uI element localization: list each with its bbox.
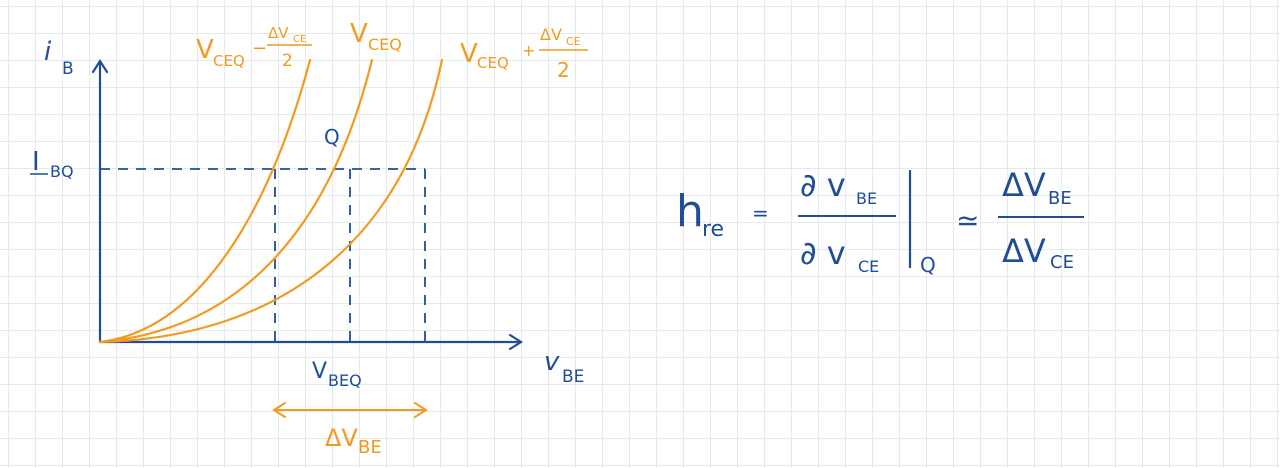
delta-vbe-label: ΔV bbox=[325, 424, 358, 452]
characteristic-curves bbox=[98, 58, 444, 344]
y-axis-arrow bbox=[91, 58, 109, 74]
formula-denominator-sub: CE bbox=[858, 257, 879, 276]
curve-vceq-plus bbox=[98, 58, 444, 344]
axes bbox=[91, 58, 524, 351]
svg-text:−: − bbox=[252, 38, 267, 59]
formula-rhs-numerator: ΔV bbox=[1002, 166, 1046, 204]
formula-equals: = bbox=[752, 201, 769, 225]
curve-vceq bbox=[98, 58, 374, 344]
curve-vceq-minus bbox=[98, 58, 312, 344]
svg-text:CE: CE bbox=[566, 35, 581, 48]
x-axis-label-sub: BE bbox=[562, 367, 584, 387]
dashed-guides bbox=[100, 168, 426, 342]
curve-label-center: V CEQ bbox=[350, 19, 402, 54]
formula-approx: ≃ bbox=[956, 204, 979, 237]
vbeq-label: V bbox=[312, 359, 327, 384]
y-axis-label-sub: B bbox=[62, 59, 74, 79]
svg-text:CEQ: CEQ bbox=[213, 52, 245, 70]
svg-text:CE: CE bbox=[293, 34, 306, 45]
formula-rhs-numerator-sub: BE bbox=[1048, 188, 1072, 209]
svg-text:2: 2 bbox=[282, 51, 293, 71]
svg-text:V: V bbox=[350, 19, 368, 49]
x-axis-arrow bbox=[508, 333, 524, 351]
formula-numerator-sub: BE bbox=[856, 189, 877, 208]
vbeq-label-sub: BEQ bbox=[328, 371, 362, 390]
formula-numerator: ∂ v bbox=[800, 166, 846, 204]
ibq-label-sub: BQ bbox=[50, 162, 74, 181]
svg-text:ΔV: ΔV bbox=[268, 24, 289, 42]
formula-lhs: h bbox=[676, 186, 704, 237]
svg-text:V: V bbox=[460, 39, 478, 69]
y-axis-label: i bbox=[44, 37, 52, 67]
svg-text:V: V bbox=[196, 35, 214, 65]
q-point-label: Q bbox=[324, 125, 340, 149]
svg-text:ΔV: ΔV bbox=[540, 25, 562, 44]
svg-text:CEQ: CEQ bbox=[368, 35, 402, 54]
formula-denominator: ∂ v bbox=[800, 234, 846, 272]
formula-rhs-denominator-sub: CE bbox=[1050, 252, 1074, 273]
x-axis-label: v bbox=[544, 347, 560, 377]
formula-rhs-denominator: ΔV bbox=[1002, 232, 1046, 270]
delta-vbe-arrow bbox=[272, 402, 428, 418]
svg-text:2: 2 bbox=[557, 58, 570, 82]
formula-lhs-sub: re bbox=[702, 217, 724, 242]
svg-text:+: + bbox=[522, 41, 535, 60]
formula-eval-at: Q bbox=[920, 253, 936, 277]
curve-label-plus: V CEQ + ΔV CE 2 bbox=[460, 25, 588, 82]
curve-label-minus: V CEQ − ΔV CE 2 bbox=[196, 24, 312, 71]
delta-vbe-label-sub: BE bbox=[358, 437, 382, 458]
svg-text:CEQ: CEQ bbox=[477, 54, 509, 72]
hre-formula: h re = ∂ v BE ∂ v CE Q ≃ ΔV BE ΔV CE bbox=[676, 166, 1084, 277]
ibq-label: I bbox=[32, 147, 40, 177]
